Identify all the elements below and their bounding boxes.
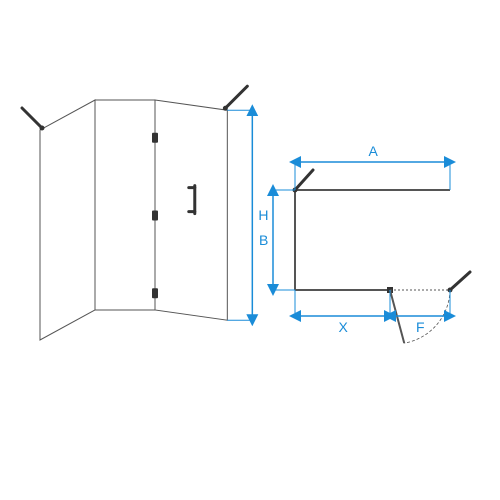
dimension-H bbox=[227, 110, 252, 320]
plan-view bbox=[273, 162, 470, 343]
label-X: X bbox=[339, 319, 349, 335]
hinge-icon bbox=[152, 211, 158, 221]
label-A: A bbox=[369, 143, 379, 159]
front-fixed-panel bbox=[95, 100, 155, 310]
label-F: F bbox=[416, 319, 425, 335]
isometric-view bbox=[22, 86, 247, 340]
hinge-icon bbox=[152, 133, 158, 143]
brace-icon bbox=[295, 170, 313, 190]
brace-icon bbox=[225, 86, 247, 108]
label-B: B bbox=[259, 232, 268, 248]
brace-icon bbox=[22, 108, 42, 128]
brace-icon bbox=[450, 272, 470, 290]
label-H: H bbox=[258, 207, 268, 223]
hinge-icon bbox=[152, 288, 158, 298]
side-glass-panel bbox=[40, 100, 95, 340]
technical-diagram: H A B X F bbox=[0, 0, 500, 500]
